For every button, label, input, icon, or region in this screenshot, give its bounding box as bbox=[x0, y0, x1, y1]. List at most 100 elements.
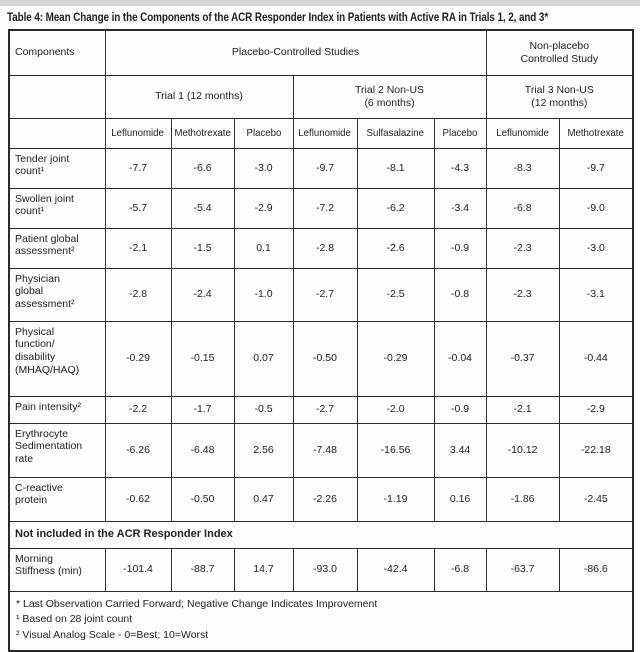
value-cell: -9.7 bbox=[558, 147, 634, 189]
value-cell: -16.56 bbox=[356, 422, 435, 478]
trial-1-header: Trial 1 (12 months) bbox=[104, 74, 294, 119]
value-cell: -1.7 bbox=[170, 395, 235, 424]
value-cell: 0.16 bbox=[433, 476, 487, 522]
column-header-treatment: Leflunomide bbox=[485, 117, 560, 149]
table-row: Tender joint count¹ -7.7 -6.6 -3.0 -9.7 … bbox=[8, 147, 634, 189]
value-cell: -86.6 bbox=[558, 547, 634, 592]
value-cell: -88.7 bbox=[170, 547, 235, 592]
trial-2-header: Trial 2 Non-US (6 months) bbox=[292, 74, 487, 119]
footnote: ² Visual Analog Scale - 0=Best; 10=Worst bbox=[16, 629, 209, 641]
value-cell: -0.5 bbox=[233, 395, 294, 424]
value-cell: -2.3 bbox=[485, 267, 560, 322]
column-header-treatment: Methotrexate bbox=[170, 117, 235, 149]
section-header-row: Not included in the ACR Responder Index bbox=[8, 520, 634, 549]
scan-page-edge bbox=[0, 0, 640, 6]
value-cell: -1.86 bbox=[485, 476, 560, 522]
value-cell: -0.8 bbox=[433, 267, 487, 322]
value-cell: -8.1 bbox=[356, 147, 435, 189]
value-cell: -0.50 bbox=[170, 476, 235, 522]
table-row: Physical function/ disability (MHAQ/HAQ)… bbox=[8, 320, 634, 397]
component-label: Swollen joint count¹ bbox=[8, 187, 106, 229]
value-cell: -0.29 bbox=[104, 320, 172, 397]
value-cell: -0.50 bbox=[292, 320, 358, 397]
treatment-name: Leflunomide bbox=[298, 126, 352, 139]
value-cell: -3.4 bbox=[433, 187, 487, 229]
component-label: C-reactive protein bbox=[8, 476, 106, 522]
footnotes-row: * Last Observation Carried Forward; Nega… bbox=[8, 590, 634, 652]
value-cell: -0.15 bbox=[170, 320, 235, 397]
header-row-groups: Components Placebo-Controlled Studies No… bbox=[8, 29, 634, 76]
footnote: * Last Observation Carried Forward; Nega… bbox=[16, 597, 378, 610]
value-cell: -7.7 bbox=[104, 147, 172, 189]
value-cell: -6.8 bbox=[485, 187, 560, 229]
value-cell: -6.8 bbox=[433, 547, 487, 592]
value-cell: -2.5 bbox=[356, 267, 435, 322]
treatment-name: Methotrexate bbox=[567, 126, 625, 139]
empty-cell bbox=[8, 117, 106, 149]
value-cell: -2.1 bbox=[104, 227, 172, 269]
value-cell: -2.9 bbox=[558, 395, 634, 424]
treatment-name: Sulfasalazine bbox=[366, 126, 425, 139]
value-cell: -42.4 bbox=[356, 547, 435, 592]
value-cell: -3.0 bbox=[233, 147, 294, 189]
component-label: Pain intensity² bbox=[8, 395, 106, 424]
value-cell: 3.44 bbox=[433, 422, 487, 478]
value-cell: 2.56 bbox=[233, 422, 294, 478]
value-cell: 0.1 bbox=[233, 227, 294, 269]
acr-responder-table: Components Placebo-Controlled Studies No… bbox=[8, 29, 635, 652]
value-cell: -6.2 bbox=[356, 187, 435, 229]
value-cell: -2.45 bbox=[558, 476, 634, 522]
table-row: Patient global assessment² -2.1 -1.5 0.1… bbox=[8, 227, 634, 269]
value-cell: -0.37 bbox=[485, 320, 560, 397]
column-header-treatment: Methotrexate bbox=[558, 117, 634, 149]
treatment-name: Leflunomide bbox=[496, 126, 549, 139]
value-cell: -0.44 bbox=[558, 320, 634, 397]
value-cell: -2.8 bbox=[292, 227, 358, 269]
table-row: Morning Stiffness (min) -101.4 -88.7 14.… bbox=[8, 547, 634, 592]
component-label: Morning Stiffness (min) bbox=[8, 547, 106, 592]
value-cell: -0.62 bbox=[104, 476, 172, 522]
value-cell: -2.4 bbox=[170, 267, 235, 322]
column-header-treatment: Sulfasalazine bbox=[356, 117, 435, 149]
group-header-placebo-controlled: Placebo-Controlled Studies bbox=[104, 29, 487, 76]
value-cell: -0.9 bbox=[433, 227, 487, 269]
table-row: Erythrocyte Sedimentation rate -6.26 -6.… bbox=[8, 422, 634, 478]
component-label: Erythrocyte Sedimentation rate bbox=[8, 422, 106, 478]
section-header-label: Not included in the ACR Responder Index bbox=[8, 520, 634, 549]
value-cell: -2.26 bbox=[292, 476, 358, 522]
empty-cell bbox=[8, 74, 106, 119]
value-cell: -1.0 bbox=[233, 267, 294, 322]
value-cell: -6.48 bbox=[170, 422, 235, 478]
value-cell: -63.7 bbox=[485, 547, 560, 592]
group-header-non-placebo: Non-placebo Controlled Study bbox=[485, 29, 634, 76]
value-cell: -3.1 bbox=[558, 267, 634, 322]
table-row: Pain intensity² -2.2 -1.7 -0.5 -2.7 -2.0… bbox=[8, 395, 634, 424]
value-cell: -8.3 bbox=[485, 147, 560, 189]
value-cell: -101.4 bbox=[104, 547, 172, 592]
value-cell: -10.12 bbox=[485, 422, 560, 478]
value-cell: -0.04 bbox=[433, 320, 487, 397]
treatment-name: Methotrexate bbox=[174, 126, 231, 139]
value-cell: -2.7 bbox=[292, 395, 358, 424]
header-row-trials: Trial 1 (12 months) Trial 2 Non-US (6 mo… bbox=[8, 74, 634, 119]
column-header-treatment: Leflunomide bbox=[292, 117, 358, 149]
value-cell: -3.0 bbox=[558, 227, 634, 269]
table-row: Swollen joint count¹ -5.7 -5.4 -2.9 -7.2… bbox=[8, 187, 634, 229]
value-cell: -0.9 bbox=[433, 395, 487, 424]
value-cell: -2.8 bbox=[104, 267, 172, 322]
component-label: Physician global assessment² bbox=[8, 267, 106, 322]
value-cell: -2.2 bbox=[104, 395, 172, 424]
value-cell: -7.2 bbox=[292, 187, 358, 229]
treatment-name: Placebo bbox=[246, 126, 281, 139]
value-cell: -2.7 bbox=[292, 267, 358, 322]
treatment-name: Leflunomide bbox=[111, 126, 165, 139]
components-header: Components bbox=[8, 29, 106, 76]
value-cell: -4.3 bbox=[433, 147, 487, 189]
column-header-treatment: Placebo bbox=[233, 117, 294, 149]
value-cell: -93.0 bbox=[292, 547, 358, 592]
value-cell: -2.9 bbox=[233, 187, 294, 229]
component-label: Physical function/ disability (MHAQ/HAQ) bbox=[8, 320, 106, 397]
value-cell: -2.0 bbox=[356, 395, 435, 424]
table-row: Physician global assessment² -2.8 -2.4 -… bbox=[8, 267, 634, 322]
